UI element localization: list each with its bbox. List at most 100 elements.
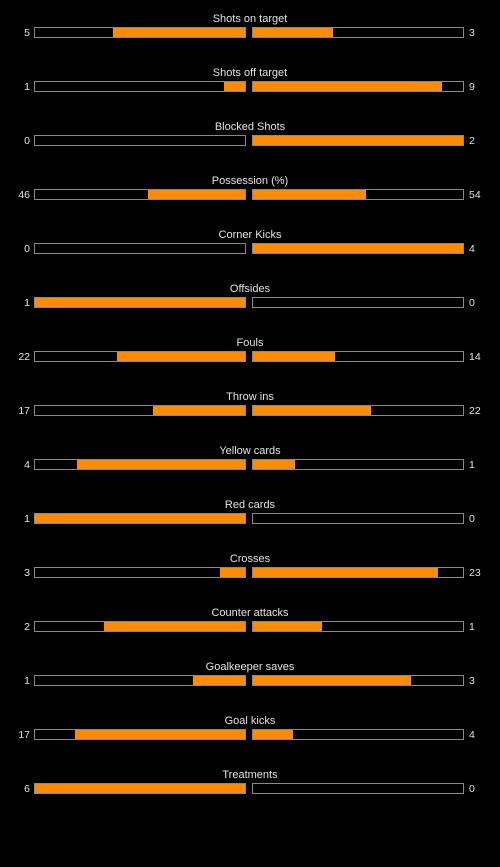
stat-label: Crosses [229,553,271,565]
home-value: 6 [24,783,30,795]
away-value: 3 [469,27,475,39]
home-value: 2 [24,621,30,633]
away-value: 2 [469,135,475,147]
away-bar-fill [253,352,335,361]
away-value: 0 [469,783,475,795]
home-value: 0 [24,243,30,255]
home-value: 17 [18,729,30,741]
home-bar-fill [77,460,245,469]
away-bar-fill [253,622,323,631]
stat-row-shots-off-target: Shots off target 1 9 [0,65,500,119]
away-bar [252,513,464,524]
away-bar [252,27,464,38]
away-value: 23 [469,567,481,579]
stat-label: Yellow cards [219,445,281,457]
away-value: 1 [469,459,475,471]
stat-label: Throw ins [226,391,274,403]
away-value: 0 [469,513,475,525]
stat-label: Possession (%) [211,175,289,187]
stat-label: Offsides [229,283,271,295]
home-bar [34,513,246,524]
stat-label: Counter attacks [211,607,289,619]
home-bar-fill [148,190,245,199]
away-bar [252,567,464,578]
home-bar [34,243,246,254]
match-stats-panel: Shots on target 5 3 Shots off target 1 9… [0,11,500,821]
away-bar-fill [253,676,411,685]
stat-label: Goalkeeper saves [205,661,295,673]
home-bar-fill [104,622,245,631]
away-bar-fill [253,82,442,91]
home-bar [34,351,246,362]
home-value: 5 [24,27,30,39]
away-bar [252,675,464,686]
away-value: 4 [469,729,475,741]
away-bar [252,405,464,416]
stat-label: Shots off target [212,67,288,79]
stat-row-crosses: Crosses 3 23 [0,551,500,605]
home-bar [34,621,246,632]
away-value: 14 [469,351,481,363]
home-bar [34,405,246,416]
stat-label: Fouls [236,337,264,349]
away-value: 4 [469,243,475,255]
stat-label: Red cards [224,499,276,511]
home-value: 1 [24,513,30,525]
stat-label: Corner Kicks [218,229,282,241]
home-value: 1 [24,675,30,687]
stat-row-fouls: Fouls 22 14 [0,335,500,389]
home-bar-fill [192,676,245,685]
stat-row-shots-on-target: Shots on target 5 3 [0,11,500,65]
away-value: 1 [469,621,475,633]
home-value: 22 [18,351,30,363]
home-bar-fill [152,406,245,415]
stat-label: Shots on target [212,13,288,25]
away-bar-fill [253,406,371,415]
away-bar [252,297,464,308]
home-value: 46 [18,189,30,201]
away-bar [252,729,464,740]
home-bar-fill [219,568,245,577]
away-bar-fill [253,730,293,739]
home-value: 1 [24,297,30,309]
away-bar [252,243,464,254]
home-bar-fill [74,730,245,739]
away-value: 0 [469,297,475,309]
home-bar [34,297,246,308]
home-bar [34,27,246,38]
home-bar-fill [35,298,245,307]
home-bar [34,459,246,470]
home-bar [34,189,246,200]
home-bar-fill [116,352,245,361]
home-value: 4 [24,459,30,471]
stat-label: Treatments [222,769,278,781]
away-bar-fill [253,190,367,199]
home-value: 1 [24,81,30,93]
away-bar [252,135,464,146]
home-bar-fill [224,82,245,91]
home-bar-fill [35,514,245,523]
home-bar-fill [35,784,245,793]
stat-row-treatments: Treatments 6 0 [0,767,500,821]
away-bar-fill [253,460,295,469]
home-value: 0 [24,135,30,147]
stat-row-throw-ins: Throw ins 17 22 [0,389,500,443]
stat-row-yellow-cards: Yellow cards 4 1 [0,443,500,497]
away-bar [252,783,464,794]
stat-row-counter-attacks: Counter attacks 2 1 [0,605,500,659]
away-bar-fill [253,244,463,253]
away-bar [252,81,464,92]
home-bar [34,135,246,146]
away-bar-fill [253,568,438,577]
home-bar [34,675,246,686]
stat-row-corner-kicks: Corner Kicks 0 4 [0,227,500,281]
away-bar-fill [253,28,333,37]
away-value: 54 [469,189,481,201]
away-bar [252,351,464,362]
stat-row-red-cards: Red cards 1 0 [0,497,500,551]
stat-row-goal-kicks: Goal kicks 17 4 [0,713,500,767]
home-value: 17 [18,405,30,417]
stat-row-goalkeeper-saves: Goalkeeper saves 1 3 [0,659,500,713]
stat-row-possession: Possession (%) 46 54 [0,173,500,227]
stat-row-blocked-shots: Blocked Shots 0 2 [0,119,500,173]
